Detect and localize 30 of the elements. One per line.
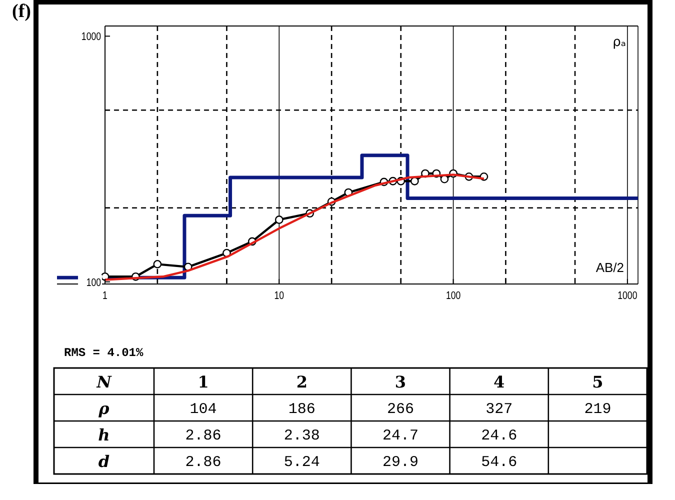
x-tick-label: 1 — [198, 372, 209, 392]
x-tick-label: 3 — [394, 372, 406, 392]
data-label: 5.24 — [284, 454, 320, 471]
x-tick-label: 5 — [592, 372, 604, 392]
x-tick-label: 10 — [274, 290, 284, 302]
data-label: 104 — [190, 400, 217, 418]
x-axis-title: AB/2 — [596, 260, 624, 275]
x-tick-label: 2 — [296, 372, 308, 392]
data-label: 2.38 — [284, 427, 320, 444]
y-axis-title: ρₐ — [612, 35, 626, 50]
y-tick-label: d — [98, 452, 110, 471]
data-label: 2.86 — [185, 427, 222, 444]
data-label: 186 — [288, 400, 316, 418]
data-label: 24.6 — [481, 427, 518, 444]
x-tick-label: 1000 — [618, 290, 638, 302]
data-label: 24.7 — [382, 427, 419, 444]
data-label: 327 — [486, 400, 513, 418]
x-tick-label: 4 — [494, 372, 505, 392]
data-label: 2.86 — [185, 454, 222, 471]
x-axis-title: N — [96, 372, 113, 392]
data-label: 29.9 — [382, 454, 419, 471]
y-tick-label: h — [98, 425, 110, 444]
y-tick-label: ρ — [98, 398, 110, 418]
data-label: 219 — [584, 400, 612, 418]
data-label: 54.6 — [481, 454, 518, 471]
text: (f) — [12, 1, 31, 22]
x-tick-label: 100 — [446, 290, 462, 302]
data-label: 266 — [386, 400, 414, 418]
x-tick-label: 1 — [102, 290, 108, 302]
text: RMS = 4.01% — [64, 346, 144, 360]
